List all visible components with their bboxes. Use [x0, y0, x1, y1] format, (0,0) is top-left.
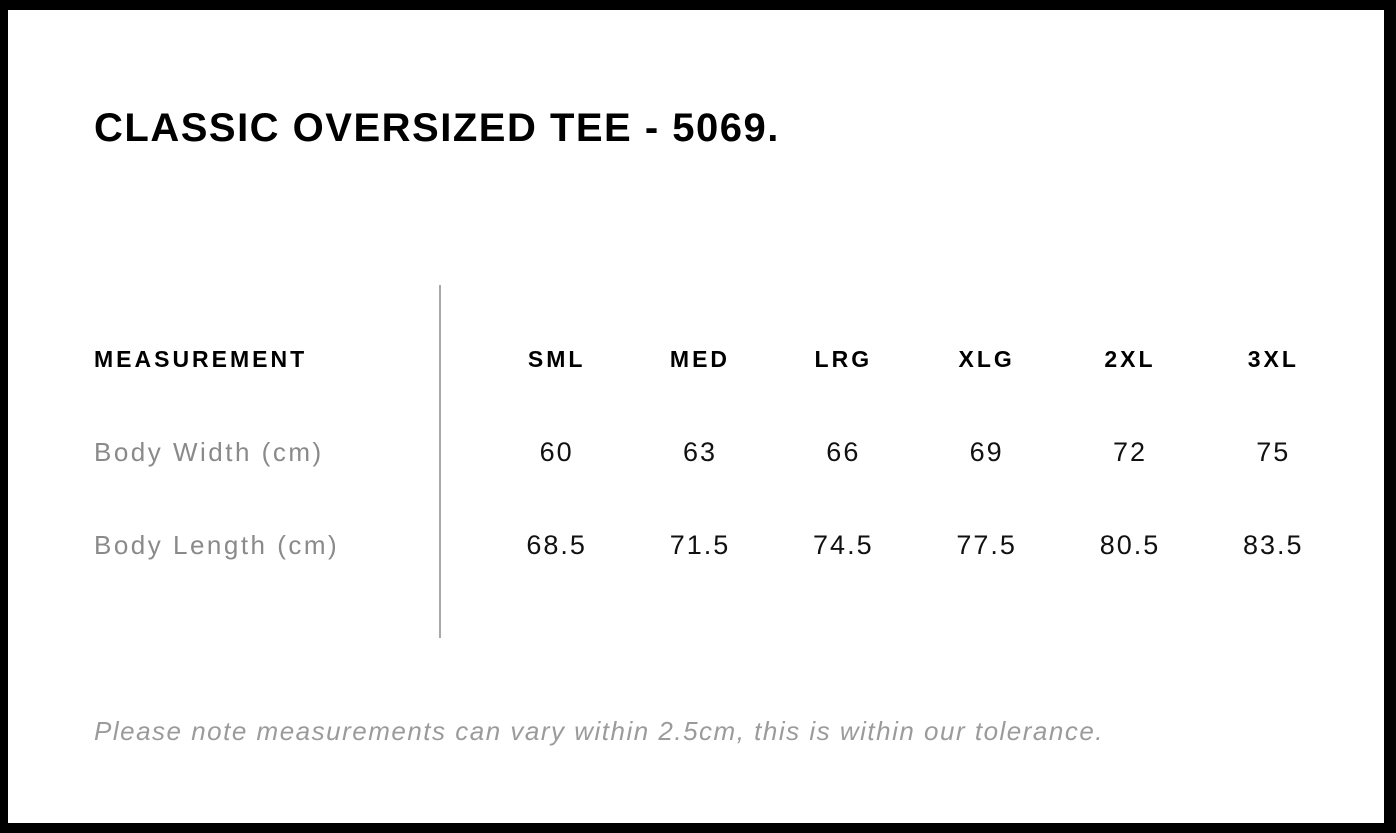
table-header-row: MEASUREMENT SML MED LRG XLG 2XL 3XL: [94, 313, 1345, 406]
body-width-value-2xl: 72: [1112, 437, 1147, 467]
body-width-value-sml: 60: [539, 437, 574, 467]
size-column-header-med: MED: [669, 346, 731, 372]
size-guide-page: CLASSIC OVERSIZED TEE - 5069. MEASUREMEN…: [8, 10, 1384, 823]
body-length-value-2xl: 80.5: [1099, 530, 1161, 560]
row-label-body-length: Body Length (cm): [94, 530, 340, 560]
body-length-value-sml: 68.5: [526, 530, 587, 560]
table-row-body-width: Body Width (cm) 60 63 66 69 72 75: [94, 406, 1345, 499]
size-table: MEASUREMENT SML MED LRG XLG 2XL 3XL Body…: [94, 313, 1345, 592]
body-width-value-xlg: 69: [969, 437, 1004, 467]
body-length-value-lrg: 74.5: [813, 530, 874, 560]
table-column-divider: [439, 285, 441, 638]
size-column-header-lrg: LRG: [814, 346, 873, 372]
table-row-body-length: Body Length (cm) 68.5 71.5 74.5 77.5 80.…: [94, 499, 1345, 592]
size-column-header-sml: SML: [527, 346, 586, 372]
row-label-body-width: Body Width (cm): [94, 437, 324, 467]
body-width-value-3xl: 75: [1256, 437, 1291, 467]
size-column-header-xlg: XLG: [958, 346, 1015, 372]
measurement-column-header: MEASUREMENT: [94, 346, 308, 372]
body-length-value-med: 71.5: [669, 530, 731, 560]
size-column-header-2xl: 2XL: [1104, 346, 1156, 372]
page-title: CLASSIC OVERSIZED TEE - 5069.: [94, 106, 780, 150]
body-length-value-xlg: 77.5: [956, 530, 1017, 560]
size-column-header-3xl: 3XL: [1247, 346, 1299, 372]
body-width-value-med: 63: [682, 437, 718, 467]
tolerance-note: Please note measurements can vary within…: [94, 716, 1105, 746]
body-width-value-lrg: 66: [826, 437, 861, 467]
body-length-value-3xl: 83.5: [1243, 530, 1304, 560]
